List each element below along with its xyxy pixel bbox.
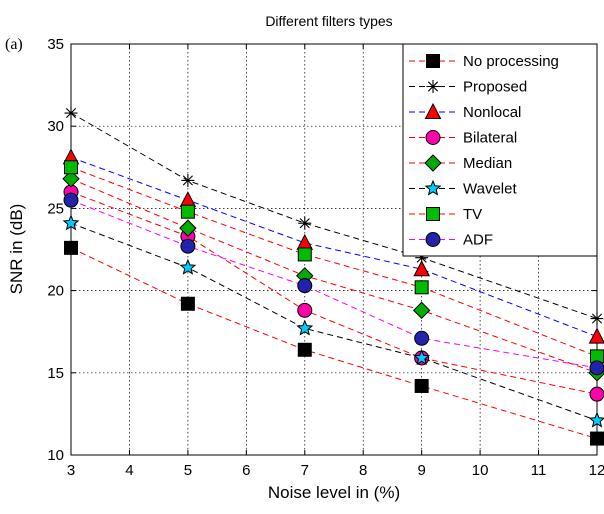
data-point-no-processing xyxy=(297,342,312,357)
legend-marker-tv xyxy=(426,207,440,221)
y-tick-label: 25 xyxy=(47,200,64,217)
legend-marker-bilateral xyxy=(425,130,441,145)
legend-entry-tv: TV xyxy=(409,206,482,223)
data-point-proposed xyxy=(298,216,312,230)
data-point-wavelet xyxy=(413,349,431,366)
x-tick-label: 7 xyxy=(301,462,309,479)
asterisk-marker-strokes xyxy=(181,173,195,187)
data-point-no-processing xyxy=(414,378,429,393)
y-tick-label: 20 xyxy=(47,283,64,300)
asterisk-marker-strokes xyxy=(590,312,604,326)
legend-entry-median: Median xyxy=(409,154,512,172)
series-wavelet xyxy=(62,214,604,428)
series-proposed xyxy=(64,106,604,326)
data-point-proposed xyxy=(64,106,78,120)
data-point-no-processing xyxy=(64,240,78,255)
data-point-adf xyxy=(63,192,79,208)
asterisk-marker-strokes xyxy=(64,106,78,120)
axis-ticks: 3 4 5 6 7 8 9 10 11 12 10 15 20 25 30 35 xyxy=(47,36,604,479)
data-point-nonlocal xyxy=(296,233,314,250)
y-tick-label: 35 xyxy=(47,36,64,53)
series-line-wavelet xyxy=(70,222,598,421)
data-point-tv xyxy=(414,280,429,295)
x-tick-label: 9 xyxy=(417,462,425,479)
x-tick-label: 4 xyxy=(125,462,133,479)
legend-label: Wavelet xyxy=(463,181,517,198)
data-point-no-processing xyxy=(590,431,604,446)
y-axis-label: SNR in (dB) xyxy=(7,204,26,295)
data-point-wavelet xyxy=(179,258,197,275)
legend-entry-bilateral: Bilateral xyxy=(409,130,517,147)
series-line-no-processing xyxy=(70,247,598,440)
legend-label: Proposed xyxy=(463,79,527,96)
series-line-proposed xyxy=(70,112,598,319)
data-point-tv xyxy=(180,204,195,219)
legend-label: Median xyxy=(463,155,512,172)
legend-marker-median xyxy=(424,154,442,172)
x-tick-label: 3 xyxy=(67,462,75,479)
series-adf xyxy=(63,192,604,376)
data-point-nonlocal xyxy=(413,260,430,277)
series-nonlocal xyxy=(62,148,604,344)
legend-entry-proposed: Proposed xyxy=(409,79,527,96)
panel-label: (a) xyxy=(5,36,23,53)
data-point-adf xyxy=(297,278,313,294)
x-tick-label: 12 xyxy=(589,462,604,479)
legend-marker-wavelet xyxy=(424,179,442,196)
legend-label: ADF xyxy=(463,232,493,249)
legend-label: Bilateral xyxy=(463,130,517,147)
data-point-wavelet xyxy=(588,411,604,428)
data-point-wavelet xyxy=(62,214,80,231)
x-tick-label: 5 xyxy=(184,462,192,479)
asterisk-marker-strokes xyxy=(298,216,312,230)
data-point-tv xyxy=(64,160,78,175)
series-no-processing xyxy=(64,240,604,446)
legend-entry-wavelet: Wavelet xyxy=(409,179,517,198)
legend-label: Nonlocal xyxy=(463,104,521,121)
data-point-adf xyxy=(180,238,196,254)
legend-entry-nonlocal: Nonlocal xyxy=(409,102,521,121)
data-point-adf xyxy=(589,360,604,376)
data-point-bilateral xyxy=(589,386,604,402)
data-point-wavelet xyxy=(296,319,314,336)
legend-entry-no-processing: No processing xyxy=(409,53,559,70)
y-tick-label: 15 xyxy=(47,365,64,382)
x-tick-label: 6 xyxy=(242,462,250,479)
y-tick-label: 10 xyxy=(47,447,64,464)
data-point-median xyxy=(62,170,80,188)
asterisk-marker-strokes xyxy=(415,251,429,265)
x-axis-label: Noise level in (%) xyxy=(268,483,400,502)
series-group xyxy=(62,106,604,446)
legend-marker-proposed xyxy=(426,80,440,93)
legend-marker-adf xyxy=(425,232,441,247)
legend-marker-no-processing xyxy=(426,54,440,68)
legend-entry-adf: ADF xyxy=(409,232,493,249)
chart-title: Different filters types xyxy=(265,13,392,29)
legend-label: TV xyxy=(463,206,482,223)
data-point-no-processing xyxy=(180,296,195,311)
data-point-adf xyxy=(414,330,430,346)
y-tick-label: 30 xyxy=(47,118,64,135)
series-line-tv xyxy=(70,166,598,357)
x-tick-label: 10 xyxy=(472,462,489,479)
data-point-nonlocal xyxy=(179,191,197,208)
data-point-median xyxy=(412,301,431,320)
data-point-bilateral xyxy=(297,302,313,318)
legend-marker-nonlocal xyxy=(424,102,442,119)
asterisk-marker-strokes xyxy=(426,80,440,93)
legend: No processing Proposed Nonlocal Bilateral Me… xyxy=(402,43,598,257)
data-point-median xyxy=(179,219,197,237)
data-point-proposed xyxy=(590,312,604,326)
data-point-tv xyxy=(297,247,312,262)
x-tick-label: 8 xyxy=(359,462,367,479)
legend-box xyxy=(402,43,598,257)
data-point-nonlocal xyxy=(588,327,604,344)
data-point-proposed xyxy=(415,251,429,265)
x-tick-label: 11 xyxy=(531,462,547,479)
legend-label: No processing xyxy=(463,53,559,70)
series-line-nonlocal xyxy=(70,156,598,338)
data-point-proposed xyxy=(181,173,195,187)
series-line-adf xyxy=(70,199,598,369)
